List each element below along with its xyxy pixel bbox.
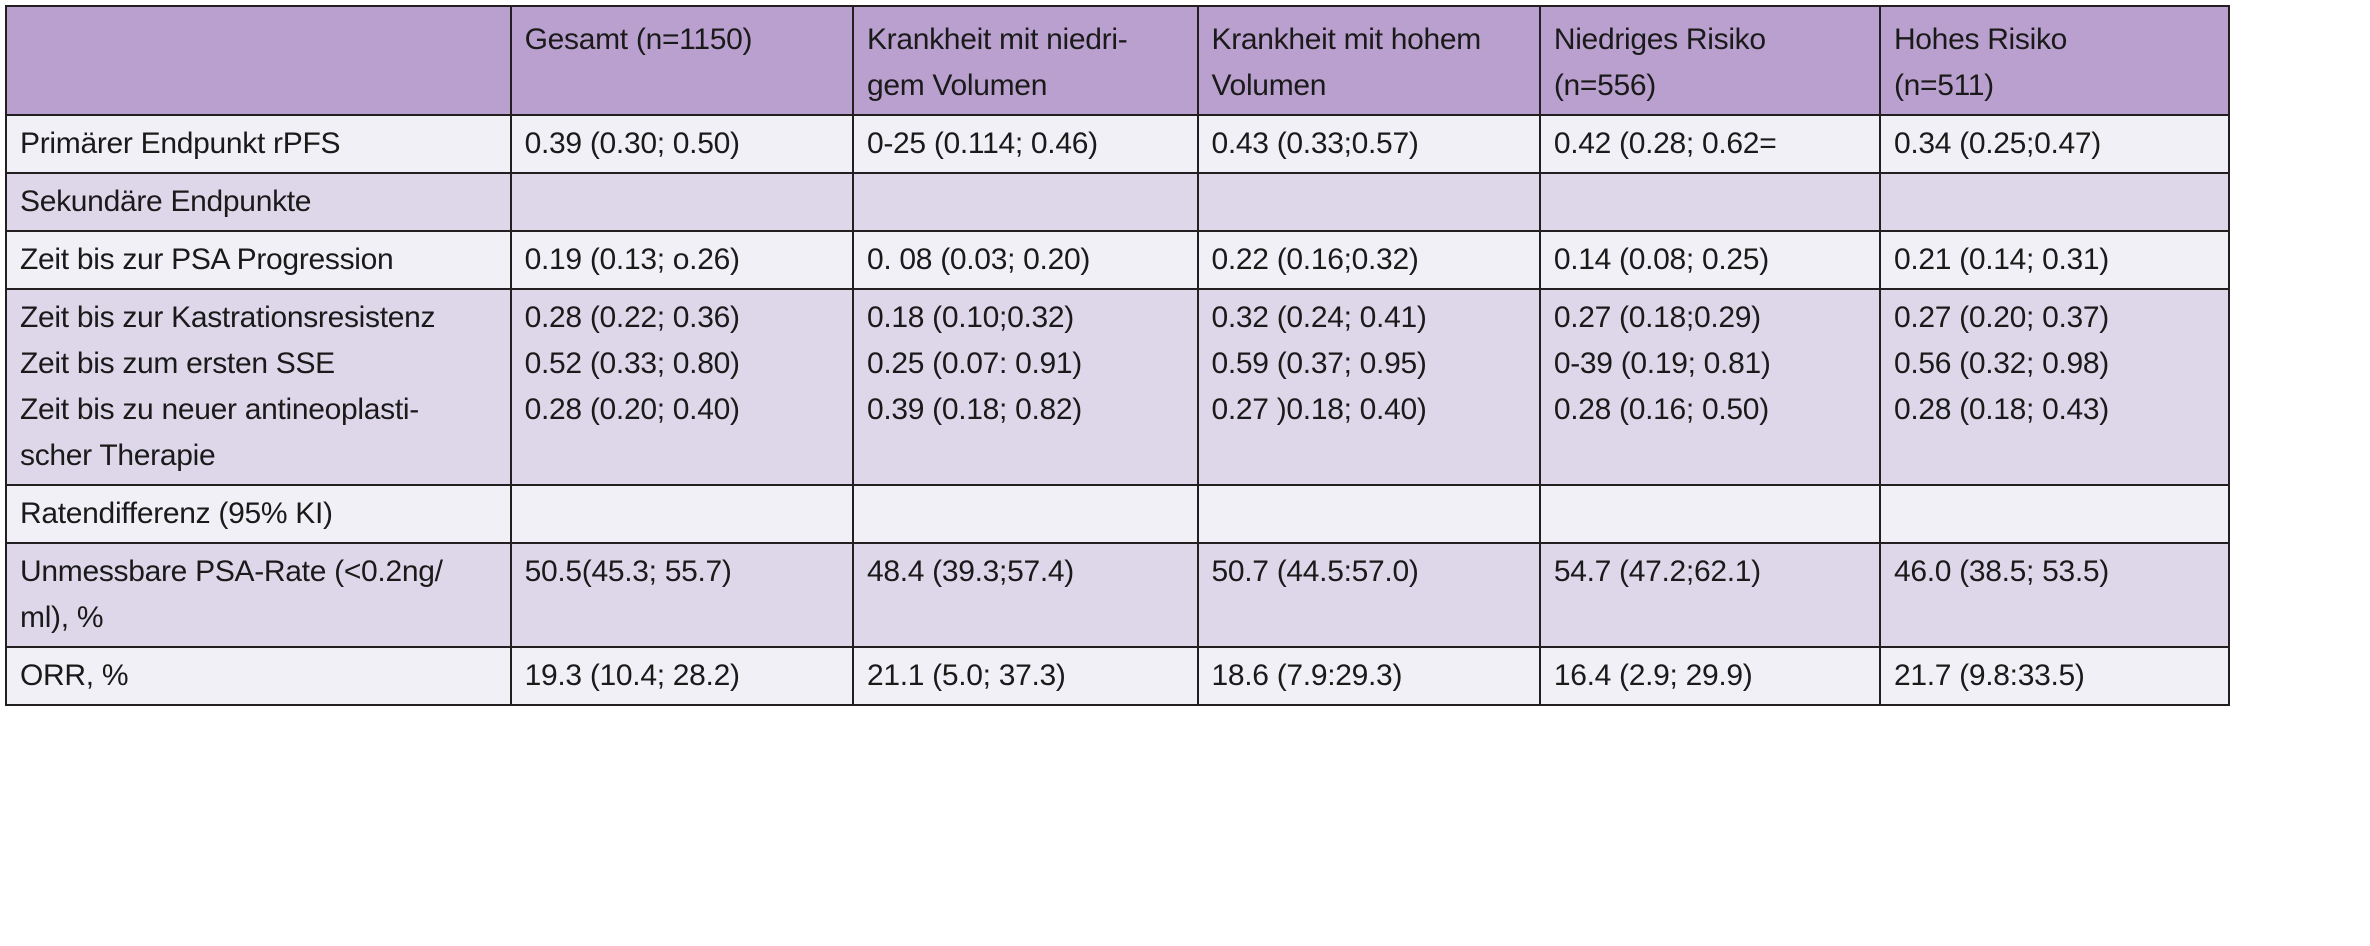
cell-value: 0.34 (0.25;0.47) — [1878, 114, 2231, 174]
cell-value: 50.7 (44.5:57.0) — [1196, 542, 1541, 648]
cell-value: 46.0 (38.5; 53.5) — [1878, 542, 2231, 648]
column-header-niedriges-risiko: Niedriges Risiko (n=556) — [1538, 5, 1881, 116]
row-label: Ratendifferenz (95% KI) — [5, 484, 512, 544]
row-label: Zeit bis zur Kastrationsresistenz Zeit b… — [5, 288, 512, 486]
cell-value — [1196, 484, 1541, 544]
table-row-unmessbare-psa-rate: Unmessbare PSA-Rate (<0.2ng/ ml), % 50.5… — [5, 542, 2231, 648]
cell-value: 0.39 (0.30; 0.50) — [509, 114, 854, 174]
cell-value: 21.1 (5.0; 37.3) — [851, 646, 1199, 706]
cell-value — [1538, 484, 1881, 544]
cell-value: 0.18 (0.10;0.32) 0.25 (0.07: 0.91) 0.39 … — [851, 288, 1199, 486]
cell-value: 16.4 (2.9; 29.9) — [1538, 646, 1881, 706]
cell-value: 0.14 (0.08; 0.25) — [1538, 230, 1881, 290]
table-row-psa-progression: Zeit bis zur PSA Progression 0.19 (0.13;… — [5, 230, 2231, 290]
cell-value: 0.27 (0.18;0.29) 0-39 (0.19; 0.81) 0.28 … — [1538, 288, 1881, 486]
table-row-primaerer-endpunkt: Primärer Endpunkt rPFS 0.39 (0.30; 0.50)… — [5, 114, 2231, 174]
cell-value: 0.19 (0.13; o.26) — [509, 230, 854, 290]
cell-value: 0.42 (0.28; 0.62= — [1538, 114, 1881, 174]
row-label: Primärer Endpunkt rPFS — [5, 114, 512, 174]
cell-value: 0-25 (0.114; 0.46) — [851, 114, 1199, 174]
cell-value — [851, 484, 1199, 544]
table-row-kastrationsresistenz-sse-therapie: Zeit bis zur Kastrationsresistenz Zeit b… — [5, 288, 2231, 486]
cell-value — [851, 172, 1199, 232]
cell-value: 0. 08 (0.03; 0.20) — [851, 230, 1199, 290]
column-header-hohes-risiko: Hohes Risiko (n=511) — [1878, 5, 2231, 116]
cell-value: 0.28 (0.22; 0.36) 0.52 (0.33; 0.80) 0.28… — [509, 288, 854, 486]
column-header-gesamt: Gesamt (n=1150) — [509, 5, 854, 116]
cell-value — [509, 484, 854, 544]
cell-value — [1538, 172, 1881, 232]
cell-value: 54.7 (47.2;62.1) — [1538, 542, 1881, 648]
column-header-niedriges-volumen: Krankheit mit niedri- gem Volumen — [851, 5, 1199, 116]
table-row-orr: ORR, % 19.3 (10.4; 28.2) 21.1 (5.0; 37.3… — [5, 646, 2231, 706]
row-label: Sekundäre Endpunkte — [5, 172, 512, 232]
cell-value — [1878, 172, 2231, 232]
table-row-sekundaere-endpunkte: Sekundäre Endpunkte — [5, 172, 2231, 232]
endpoint-results-table: Gesamt (n=1150) Krankheit mit niedri- ge… — [5, 5, 2231, 706]
row-label: Unmessbare PSA-Rate (<0.2ng/ ml), % — [5, 542, 512, 648]
cell-value — [509, 172, 854, 232]
row-label: Zeit bis zur PSA Progression — [5, 230, 512, 290]
cell-value: 0.43 (0.33;0.57) — [1196, 114, 1541, 174]
cell-value: 19.3 (10.4; 28.2) — [509, 646, 854, 706]
cell-value — [1196, 172, 1541, 232]
cell-value — [1878, 484, 2231, 544]
cell-value: 18.6 (7.9:29.3) — [1196, 646, 1541, 706]
table-row-ratendifferenz: Ratendifferenz (95% KI) — [5, 484, 2231, 544]
cell-value: 50.5(45.3; 55.7) — [509, 542, 854, 648]
header-row: Gesamt (n=1150) Krankheit mit niedri- ge… — [5, 5, 2231, 116]
cell-value: 48.4 (39.3;57.4) — [851, 542, 1199, 648]
column-header-empty — [5, 5, 512, 116]
cell-value: 0.21 (0.14; 0.31) — [1878, 230, 2231, 290]
cell-value: 0.27 (0.20; 0.37) 0.56 (0.32; 0.98) 0.28… — [1878, 288, 2231, 486]
cell-value: 0.32 (0.24; 0.41) 0.59 (0.37; 0.95) 0.27… — [1196, 288, 1541, 486]
row-label: ORR, % — [5, 646, 512, 706]
cell-value: 0.22 (0.16;0.32) — [1196, 230, 1541, 290]
cell-value: 21.7 (9.8:33.5) — [1878, 646, 2231, 706]
column-header-hohes-volumen: Krankheit mit hohem Volumen — [1196, 5, 1541, 116]
